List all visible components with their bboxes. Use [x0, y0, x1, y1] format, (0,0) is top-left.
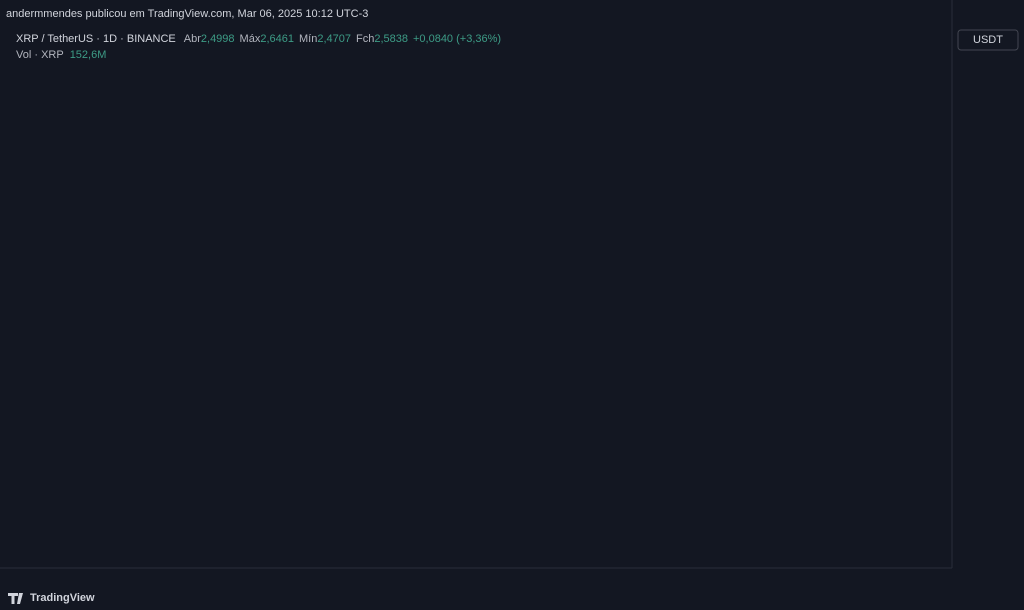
- field-name: Abr: [184, 33, 201, 45]
- volume-name: Vol · XRP: [16, 49, 64, 61]
- volume-value: 152,6M: [70, 49, 107, 61]
- field-value: 2,6461: [260, 33, 294, 45]
- field-value: 2,4707: [317, 33, 351, 45]
- symbol: XRP / TetherUS · 1D · BINANCE: [16, 33, 176, 45]
- currency-box: [957, 29, 1019, 51]
- field-value: 2,5838: [374, 33, 408, 45]
- field-name: Fch: [356, 33, 374, 45]
- logo: [8, 593, 23, 604]
- legend: XRP / TetherUS · 1D · BINANCE Abr2,4998 Má…: [16, 33, 501, 45]
- field-value: 2,4998: [201, 33, 235, 45]
- credit: andermmendes publicou em TradingView.com…: [6, 8, 368, 20]
- currency: USDT: [973, 34, 1003, 46]
- change: +0,0840 (+3,36%): [413, 33, 501, 45]
- brand: TradingView: [30, 592, 95, 604]
- volume-legend: Vol · XRP 152,6M: [16, 49, 106, 61]
- field-name: Máx: [240, 33, 261, 45]
- field-name: Mín: [299, 33, 317, 45]
